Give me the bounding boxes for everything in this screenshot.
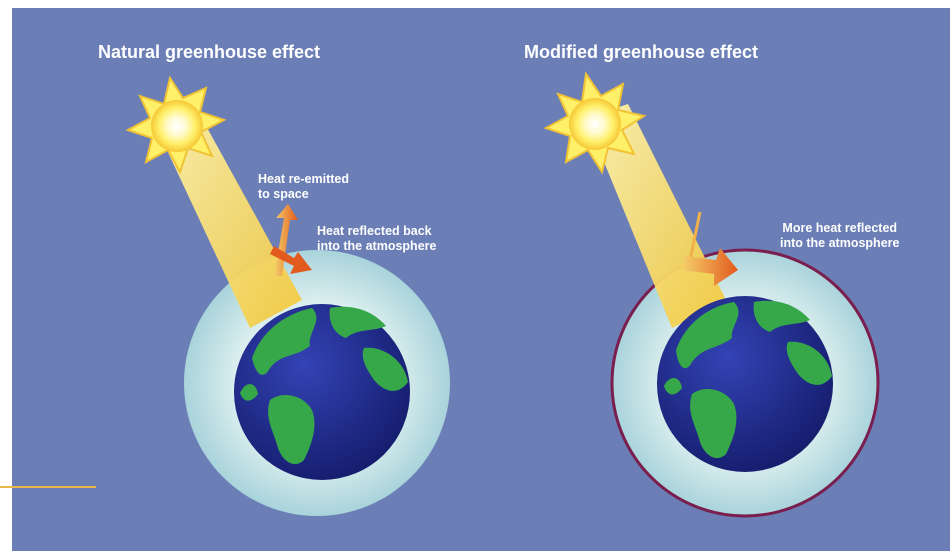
diagram-panel: Natural greenhouse effect Modified green… [12,8,950,551]
heat-reflected-arrow [270,246,312,274]
modified-greenhouse-title: Modified greenhouse effect [524,42,759,62]
natural-greenhouse-title: Natural greenhouse effect [98,42,321,62]
slide-accent-line [0,486,96,488]
atmosphere-boundary-right [610,248,880,518]
sunlight-beam-right [586,104,726,328]
sun-icon-right [543,71,647,175]
slide-margin [0,0,12,559]
sun-icon-left [125,75,227,175]
earth-icon-right [657,296,833,472]
heat-reflected-label: Heat reflected back into the atmosphere [317,224,437,253]
more-heat-reflected-arrow [682,248,738,286]
earth-icon-left [234,304,410,480]
more-heat-label: More heat reflected into the atmosphere [780,221,900,250]
diagram-canvas [12,8,950,551]
sunlight-beam-left [152,104,302,328]
heat-reemitted-label: Heat re-emitted to space [258,172,349,201]
